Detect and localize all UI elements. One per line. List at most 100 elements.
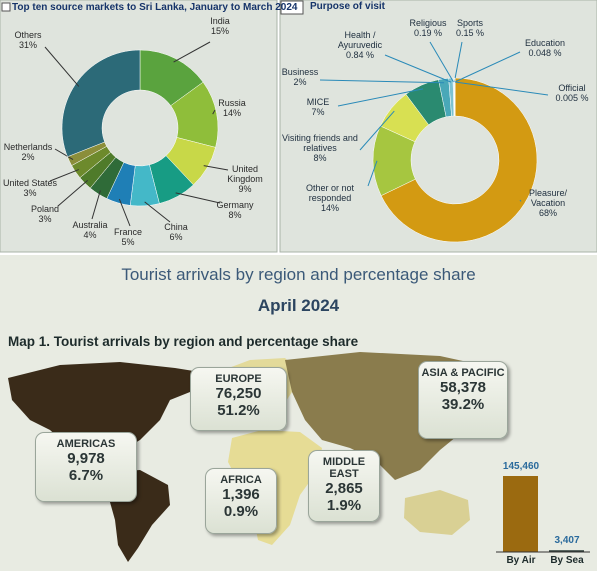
bar [549, 550, 584, 552]
leader-line [359, 110, 395, 151]
region-arrivals: 58,378 [440, 379, 486, 396]
region-arrivals: 9,978 [67, 450, 105, 467]
pie-slice [380, 77, 538, 243]
slice-label: Other or not responded 14% [295, 183, 365, 213]
category-label: United States [2, 178, 58, 188]
category-label: Religious [409, 18, 447, 28]
region-share: 6.7% [68, 467, 104, 484]
checkbox [1, 2, 11, 12]
leader-line [212, 109, 216, 115]
slice-label: MICE 7% [298, 97, 338, 117]
leader-line [203, 165, 229, 171]
category-label: MICE [306, 97, 330, 107]
slice-label: Pleasure/ Vacation 68% [518, 188, 578, 218]
value-label: 0.048 % [528, 48, 562, 58]
slice-label: Australia 4% [65, 220, 115, 240]
bar-value-label: 145,460 [502, 461, 540, 472]
slice-label: United States 3% [0, 178, 60, 198]
category-label: France [113, 227, 142, 237]
slice-label: Germany 8% [210, 200, 260, 220]
value-label: 7% [311, 107, 325, 117]
category-label: Germany [216, 200, 254, 210]
page-title: Tourist arrivals by region and percentag… [121, 265, 476, 284]
region-box: EUROPE 76,250 51.2% [190, 367, 287, 431]
slice-label: Others 31% [6, 30, 51, 50]
value-label: 2% [21, 152, 35, 162]
leader-line [144, 201, 171, 223]
leader-line [319, 79, 445, 84]
leader-line [118, 198, 131, 227]
value-label: 0.005 % [555, 93, 589, 103]
slice-label: Official 0.005 % [550, 83, 595, 103]
category-label: Other or not responded [305, 183, 355, 203]
leader-line [175, 192, 221, 204]
region-arrivals: 76,250 [215, 385, 262, 402]
value-label: 0.15 % [455, 28, 485, 38]
slice-label: Netherlands 2% [0, 142, 58, 162]
slice-label: Education 0.048 % [515, 38, 575, 58]
value-label: 8% [228, 210, 242, 220]
checkbox [280, 0, 304, 15]
category-label: India [210, 16, 230, 26]
chart-title: Top ten source markets to Sri Lanka, Jan… [12, 2, 298, 13]
region-share: 39.2% [441, 396, 485, 413]
value-label: 0.19 % [413, 28, 443, 38]
leader-line [91, 190, 101, 220]
category-label: Education [524, 38, 566, 48]
region-share: 0.9% [223, 503, 259, 520]
value-label: 5% [121, 237, 135, 247]
region-arrivals: 2,865 [325, 480, 363, 497]
value-label: 15% [210, 26, 229, 36]
slice-label: Religious 0.19 % [403, 18, 453, 38]
value-label: 14% [222, 108, 241, 118]
bar-value-label: 3,407 [554, 535, 580, 547]
slice-label: United Kingdom 9% [215, 164, 275, 194]
value-label: 9% [238, 184, 252, 194]
category-label: Others [14, 30, 42, 40]
region-name: MIDDLE EAST [322, 456, 366, 480]
leader-line [173, 41, 211, 63]
category-label: Business [281, 67, 319, 77]
category-label: Visiting friends and relatives [282, 133, 358, 153]
region-box: AMERICAS 9,978 6.7% [35, 432, 137, 502]
chart-title: Purpose of visit [310, 1, 386, 12]
page-subtitle: April 2024 [257, 296, 340, 315]
australia-land [404, 490, 470, 535]
region-box: AFRICA 1,396 0.9% [205, 468, 277, 534]
slice-label: India 15% [195, 16, 245, 36]
slice-label: France 5% [108, 227, 148, 247]
map-title: Map 1. Tourist arrivals by region and pe… [8, 334, 359, 349]
leader-line [454, 81, 549, 96]
value-label: 8% [313, 153, 327, 163]
leader-line [367, 160, 378, 187]
leader-line [454, 51, 521, 83]
category-label: Netherlands [3, 142, 53, 152]
region-share: 51.2% [217, 402, 260, 419]
leader-line [337, 88, 424, 107]
leader-line [54, 148, 74, 160]
bar-category-label: By Sea [550, 555, 584, 566]
value-label: 0.84 % [345, 50, 375, 60]
value-label: 4% [83, 230, 97, 240]
region-name: EUROPE [215, 373, 262, 385]
slice-label: Russia 14% [207, 98, 257, 118]
category-label: China [164, 222, 188, 232]
pie-slice [61, 49, 141, 158]
region-share: 1.9% [326, 497, 362, 514]
leader-line [519, 199, 522, 202]
region-name: AFRICA [220, 474, 262, 486]
panel [0, 0, 278, 253]
region-name: AMERICAS [56, 438, 116, 450]
leader-line [429, 41, 454, 83]
value-label: 6% [169, 232, 183, 242]
category-label: Australia [72, 220, 108, 230]
category-label: Pleasure/ Vacation [528, 188, 568, 208]
value-label: 3% [23, 188, 37, 198]
category-label: United Kingdom [227, 164, 263, 184]
leader-line [49, 169, 79, 182]
value-label: 14% [320, 203, 339, 213]
category-label: Health / Ayuruvedic [337, 30, 383, 50]
region-box: MIDDLE EAST 2,865 1.9% [308, 450, 380, 522]
slice-label: Sports 0.15 % [450, 18, 490, 38]
